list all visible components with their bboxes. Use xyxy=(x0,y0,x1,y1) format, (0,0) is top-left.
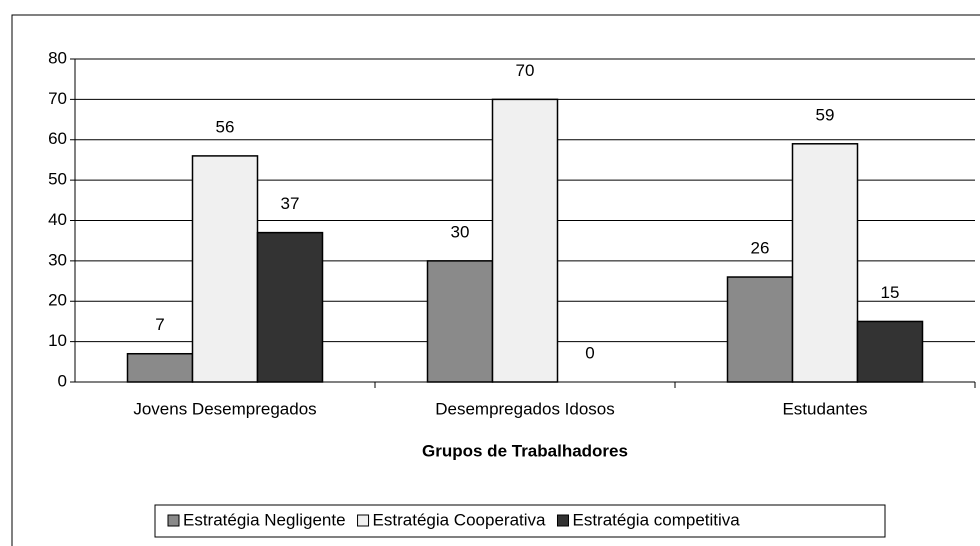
y-tick-label: 80 xyxy=(48,48,67,67)
data-label: 0 xyxy=(585,343,594,362)
data-label: 70 xyxy=(516,61,535,80)
data-label: 26 xyxy=(751,239,770,258)
y-tick-label: 20 xyxy=(48,291,67,310)
bar xyxy=(726,276,794,383)
x-tick-label: Jovens Desempregados xyxy=(133,399,316,418)
data-label: 59 xyxy=(816,105,835,124)
legend-label: Estratégia Negligente xyxy=(183,510,346,529)
bar xyxy=(856,320,924,383)
bar xyxy=(191,155,259,383)
legend-swatch xyxy=(167,514,180,527)
data-label: 56 xyxy=(216,117,235,136)
legend-label: Estratégia competitiva xyxy=(572,510,740,529)
data-label: 30 xyxy=(451,222,470,241)
data-label: 15 xyxy=(881,283,900,302)
legend-label: Estratégia Cooperativa xyxy=(373,510,546,529)
y-tick-label: 40 xyxy=(48,210,67,229)
y-tick-label: 60 xyxy=(48,129,67,148)
bar xyxy=(256,231,324,383)
data-label: 37 xyxy=(281,194,300,213)
y-tick-label: 30 xyxy=(48,250,67,269)
bar xyxy=(426,260,494,383)
x-tick-label: Desempregados Idosos xyxy=(435,399,615,418)
x-axis-title: Grupos de Trabalhadores xyxy=(422,441,628,460)
bar xyxy=(126,352,194,383)
bar xyxy=(791,143,859,383)
legend-swatch xyxy=(357,514,370,527)
y-tick-label: 50 xyxy=(48,170,67,189)
x-tick-label: Estudantes xyxy=(782,399,867,418)
legend-box xyxy=(154,504,886,538)
y-tick-label: 0 xyxy=(58,371,67,390)
legend-swatch xyxy=(556,514,569,527)
y-tick-label: 70 xyxy=(48,89,67,108)
y-tick-label: 10 xyxy=(48,331,67,350)
data-label: 7 xyxy=(155,315,164,334)
bar xyxy=(491,98,559,383)
